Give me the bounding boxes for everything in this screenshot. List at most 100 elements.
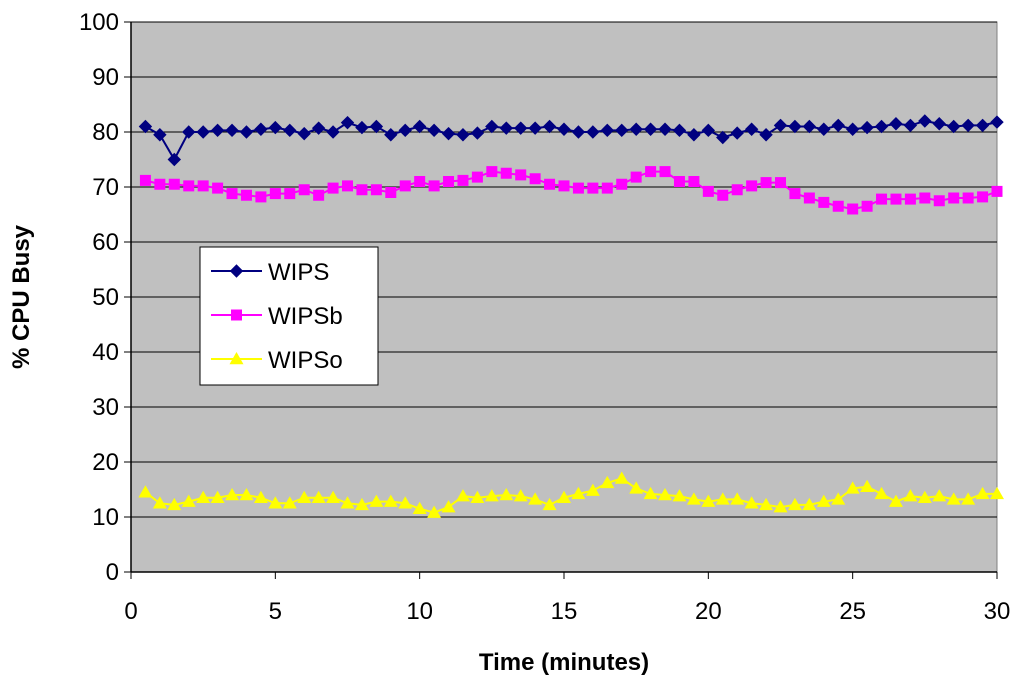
- point-WIPS-14: [340, 115, 355, 130]
- point-WIPS-51: [874, 119, 889, 134]
- point-WIPS-16: [369, 119, 384, 134]
- point-WIPS-20: [427, 123, 441, 138]
- point-WIPSo-47: [816, 494, 831, 507]
- legend-label-WIPS: WIPS: [268, 259, 329, 286]
- point-WIPSo-46: [802, 497, 817, 511]
- point-WIPS-45: [788, 119, 802, 134]
- point-WIPSb-46: [803, 192, 815, 204]
- point-WIPSb-43: [760, 177, 772, 189]
- point-WIPS-55: [932, 117, 946, 131]
- point-WIPSo-39: [701, 494, 716, 507]
- point-WIPS-4: [196, 125, 210, 139]
- point-WIPSb-50: [861, 200, 873, 212]
- point-WIPS-15: [355, 120, 369, 135]
- point-WIPSb-25: [500, 167, 512, 179]
- y-tick-label-7: 70: [92, 174, 119, 201]
- point-WIPSb-26: [515, 169, 527, 181]
- point-WIPSb-49: [847, 203, 859, 215]
- point-WIPSb-19: [414, 176, 426, 187]
- point-WIPS-22: [456, 128, 470, 142]
- x-tick-label-4: 20: [695, 598, 722, 625]
- point-WIPSo-31: [585, 483, 600, 496]
- point-WIPS-8: [254, 122, 268, 136]
- legend-label-WIPSo: WIPSo: [268, 347, 343, 374]
- x-tick-label-6: 30: [984, 598, 1011, 625]
- point-WIPSo-29: [557, 490, 571, 503]
- point-WIPS-18: [398, 123, 412, 138]
- point-WIPS-21: [441, 126, 456, 141]
- x-axis-title: Time (minutes): [479, 649, 649, 676]
- point-WIPS-2: [167, 152, 182, 167]
- point-WIPSo-13: [326, 490, 341, 503]
- legend-marker-WIPS: [229, 264, 244, 278]
- point-WIPSb-54: [919, 192, 931, 204]
- point-WIPS-38: [687, 128, 701, 142]
- y-tick-label-10: 100: [79, 9, 119, 36]
- point-WIPSb-55: [933, 195, 945, 207]
- point-WIPSo-49: [845, 481, 860, 494]
- point-WIPSb-16: [370, 184, 382, 196]
- point-WIPSo-33: [614, 471, 629, 484]
- point-WIPSo-18: [398, 496, 413, 509]
- point-WIPS-50: [860, 120, 874, 135]
- point-WIPSo-36: [658, 488, 673, 501]
- legend-item-WIPSb: WIPSb: [211, 303, 343, 330]
- point-WIPS-26: [513, 121, 528, 135]
- point-WIPS-49: [845, 122, 860, 136]
- point-WIPS-52: [889, 117, 903, 131]
- point-WIPSb-28: [544, 178, 556, 190]
- point-WIPSb-41: [731, 184, 743, 196]
- point-WIPS-53: [903, 118, 918, 133]
- point-WIPSb-7: [240, 189, 252, 201]
- point-WIPSo-59: [990, 486, 1004, 500]
- point-WIPSo-5: [210, 490, 225, 503]
- point-WIPS-44: [773, 118, 788, 133]
- point-WIPS-27: [528, 121, 542, 135]
- x-tick-label-2: 10: [406, 598, 433, 625]
- point-WIPSb-47: [818, 196, 830, 208]
- y-axis-title: % CPU Busy: [8, 224, 35, 369]
- point-WIPS-25: [499, 121, 513, 135]
- point-WIPSb-45: [789, 188, 801, 200]
- legend-item-WIPS: WIPS: [211, 259, 329, 286]
- point-WIPSo-56: [946, 492, 961, 505]
- point-WIPSo-15: [354, 497, 369, 511]
- point-WIPSb-1: [154, 178, 166, 190]
- point-WIPSb-6: [226, 188, 238, 200]
- point-WIPSb-40: [717, 189, 729, 201]
- point-WIPSb-35: [645, 166, 657, 178]
- point-WIPSo-3: [181, 494, 196, 507]
- point-WIPSo-38: [686, 492, 701, 505]
- point-WIPSb-53: [904, 193, 916, 205]
- point-WIPSo-23: [470, 490, 485, 503]
- point-WIPSo-58: [975, 486, 990, 500]
- y-tick-label-6: 60: [92, 229, 119, 256]
- point-WIPSb-0: [139, 174, 151, 186]
- point-WIPSb-34: [630, 171, 642, 183]
- point-WIPS-33: [615, 123, 629, 138]
- point-WIPSb-3: [183, 180, 195, 192]
- point-WIPS-59: [990, 115, 1004, 129]
- y-tick-label-0: 0: [106, 559, 119, 586]
- point-WIPSo-26: [513, 489, 528, 502]
- point-WIPSb-20: [428, 180, 440, 192]
- point-WIPS-54: [918, 114, 932, 128]
- point-WIPSo-45: [787, 497, 802, 511]
- point-WIPS-39: [701, 123, 716, 138]
- point-WIPSb-14: [342, 180, 353, 192]
- point-WIPS-11: [297, 126, 311, 141]
- y-tick-label-9: 90: [92, 64, 119, 91]
- point-WIPSb-11: [298, 184, 310, 196]
- point-WIPSo-43: [759, 497, 774, 511]
- point-WIPSo-6: [225, 488, 240, 501]
- point-WIPS-12: [311, 121, 326, 135]
- point-WIPSb-31: [587, 182, 599, 194]
- legend-marker-WIPSb: [231, 309, 242, 321]
- point-WIPS-1: [153, 128, 167, 142]
- point-WIPSo-2: [167, 497, 182, 511]
- point-WIPSb-36: [659, 166, 671, 178]
- series-WIPSb: [139, 166, 1003, 215]
- point-WIPSo-14: [340, 496, 355, 509]
